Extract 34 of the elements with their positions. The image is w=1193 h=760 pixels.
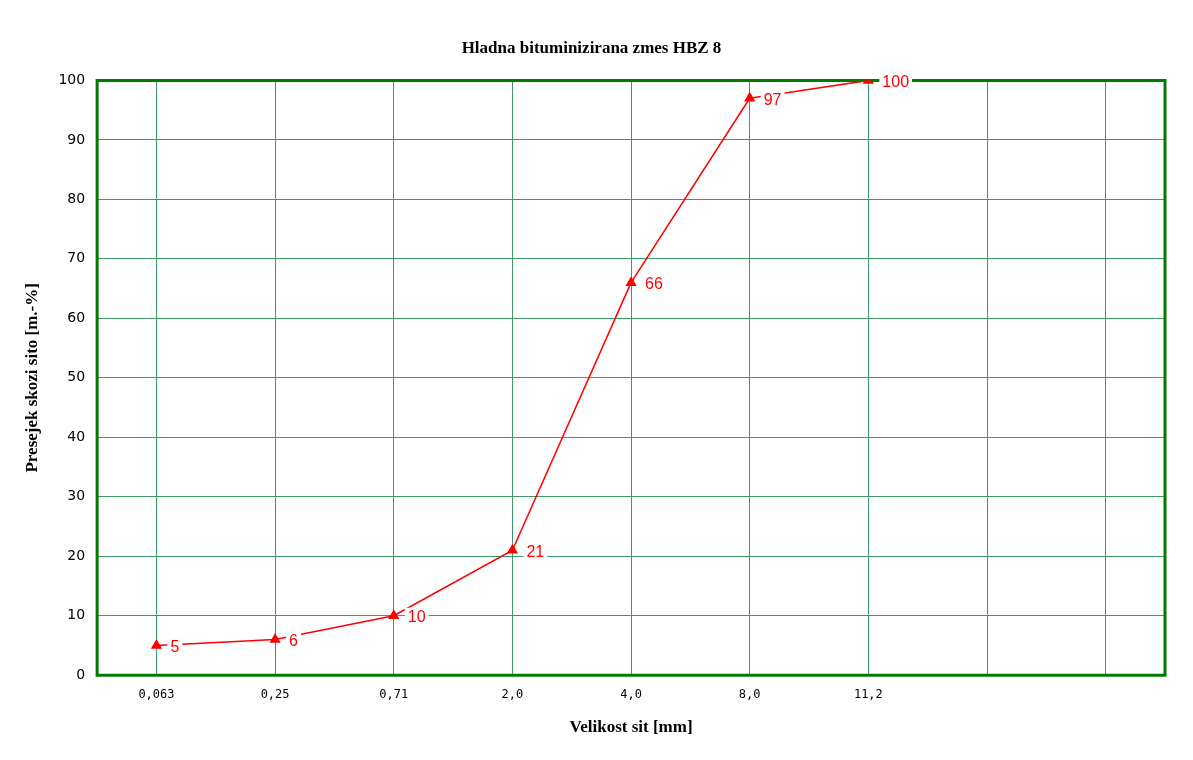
x-tick-label: 8,0 bbox=[738, 686, 761, 701]
point bbox=[388, 609, 399, 619]
y-tick-label: 100 bbox=[58, 71, 86, 88]
y-tick-label: 50 bbox=[67, 368, 86, 385]
point bbox=[270, 633, 281, 643]
data-label: 5 bbox=[170, 637, 180, 655]
y-tick-label: 70 bbox=[67, 249, 86, 266]
y-axis-title: Presejek skozi sito [m.-%] bbox=[21, 283, 41, 473]
x-tick-label: 0,71 bbox=[379, 686, 409, 701]
y-tick-label: 90 bbox=[67, 130, 86, 147]
x-axis-title: Velikost sit [mm] bbox=[569, 717, 693, 737]
y-tick-label: 0 bbox=[76, 665, 86, 682]
data-label: 6 bbox=[289, 631, 299, 649]
y-tick-label: 80 bbox=[67, 190, 86, 206]
data-label: 100 bbox=[882, 72, 910, 90]
x-tick-label: 11,2 bbox=[853, 686, 883, 701]
point bbox=[507, 544, 518, 554]
data-label: 10 bbox=[407, 608, 426, 626]
point bbox=[151, 639, 162, 649]
point bbox=[744, 92, 755, 102]
x-tick-label: 0,063 bbox=[138, 686, 175, 701]
x-tick-label: 2,0 bbox=[501, 686, 524, 701]
y-tick-label: 20 bbox=[67, 546, 86, 563]
x-tick-label: 0,25 bbox=[260, 686, 290, 701]
data-label: 21 bbox=[526, 542, 545, 560]
y-tick-label: 40 bbox=[67, 427, 86, 444]
point bbox=[625, 276, 637, 286]
data-label: 97 bbox=[763, 90, 782, 108]
y-tick-label: 10 bbox=[67, 606, 86, 623]
y-tick-label: 60 bbox=[67, 308, 86, 325]
x-tick-label: 4,0 bbox=[620, 686, 642, 701]
y-tick-label: 30 bbox=[67, 487, 86, 504]
chart-title: Hladna bituminizirana zmes HBZ 8 bbox=[461, 37, 722, 57]
data-label: 66 bbox=[645, 275, 663, 293]
